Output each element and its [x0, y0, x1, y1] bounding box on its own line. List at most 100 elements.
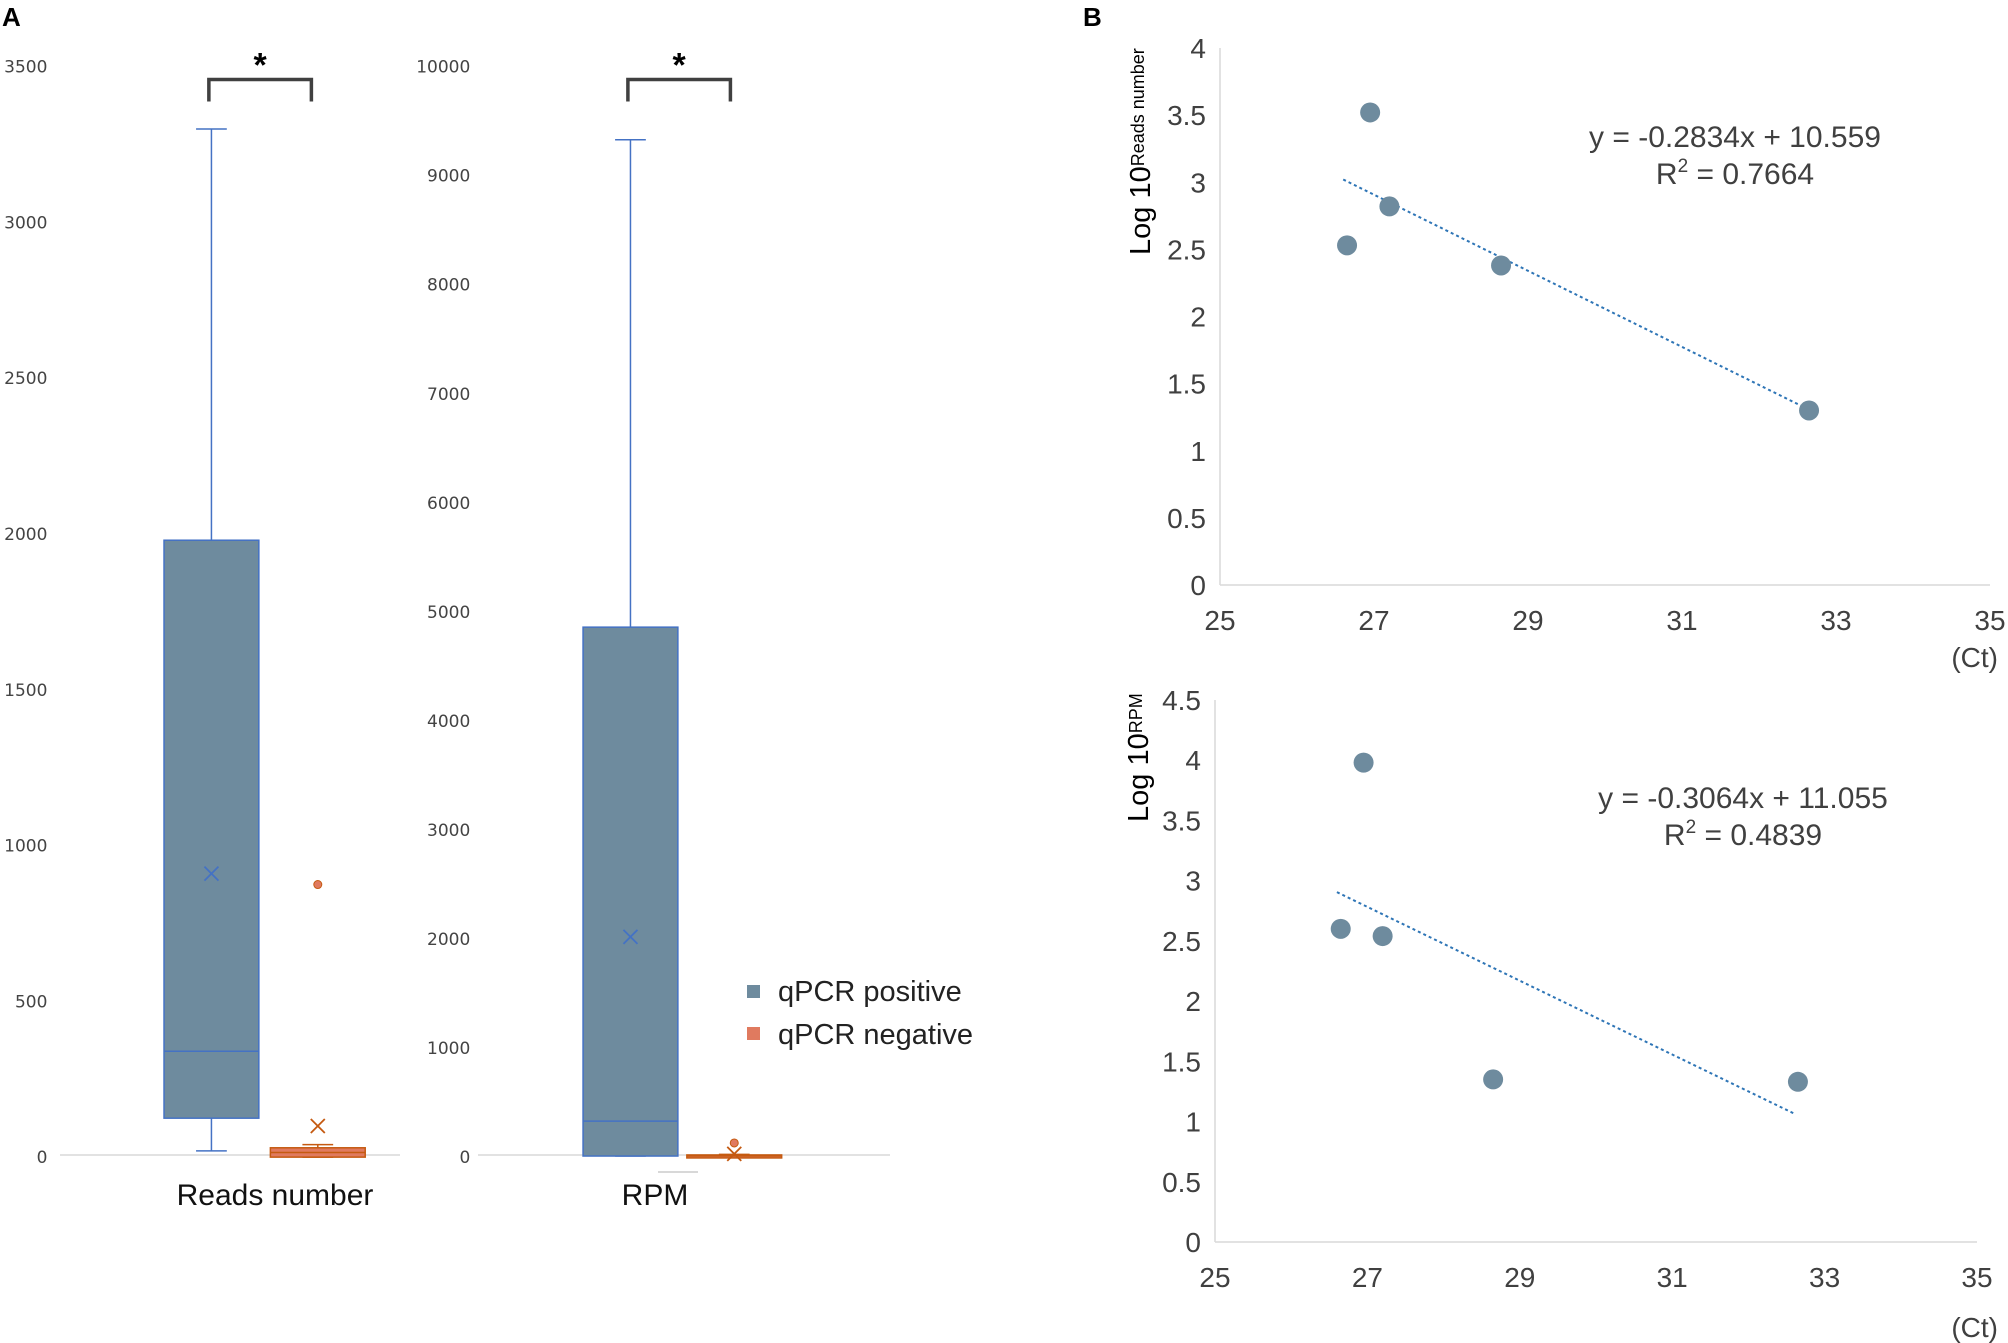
- scatter-reads-trendline: [1342, 178, 1806, 409]
- panel-a-label: A: [2, 2, 21, 32]
- scatter-reads-ytick-5: 2.5: [1167, 234, 1206, 265]
- scatter-rpm-ytick-9: 4.5: [1162, 685, 1201, 716]
- scatter-reads-xtick-0: 25: [1204, 605, 1235, 636]
- boxplot-rpm-positive-mean-marker: [622, 929, 639, 945]
- boxplot-reads-number: 0 500 1000 1500 2000 2500 3000 3500 * Reads num…: [4, 46, 400, 1212]
- scatter-reads-point-4: [1799, 400, 1820, 421]
- boxplot-reads-ytick-3: 1500: [4, 681, 47, 701]
- scatter-reads-r2: R2 = 0.7664: [1656, 156, 1814, 191]
- boxplot-rpm-positive-box: [582, 626, 679, 1157]
- scatter-rpm-ytick-3: 1.5: [1162, 1046, 1201, 1077]
- scatter-reads-point-1: [1360, 102, 1381, 123]
- boxplot-rpm: 0 1000 2000 3000 4000 5000 6000 7000 8000 9000 100…: [416, 46, 890, 1212]
- scatter-reads-point-3: [1491, 255, 1512, 276]
- scatter-rpm-ytick-6: 3: [1185, 866, 1201, 897]
- boxplot-rpm-ytick-5: 5000: [427, 603, 470, 623]
- scatter-reads-ytick-4: 2: [1190, 302, 1206, 333]
- scatter-reads-xtick-5: 35: [1974, 605, 2005, 636]
- boxplot-reads-positive-mean-marker: [203, 865, 220, 882]
- scatter-rpm-r2: R2 = 0.4839: [1664, 817, 1822, 852]
- boxplot-reads-negative-mean-stroke-b: [310, 1118, 326, 1134]
- scatter-rpm-point-2: [1372, 926, 1393, 947]
- scatter-rpm-xtick-3: 31: [1657, 1262, 1688, 1293]
- boxplot-rpm-negative-mean-marker: [726, 1146, 742, 1162]
- scatter-rpm-y-label-main: Log 10: [1123, 733, 1155, 822]
- scatter-reads-ytick-7: 3.5: [1167, 100, 1206, 131]
- scatter-rpm-xtick-4: 33: [1809, 1262, 1840, 1293]
- boxplot-reads-significance-star: *: [254, 46, 268, 84]
- scatter-rpm-point-1: [1353, 752, 1374, 773]
- boxplot-rpm-x-label: RPM: [622, 1179, 689, 1212]
- panel-b-label: B: [1083, 2, 1102, 32]
- boxplot-rpm-ytick-1: 1000: [427, 1039, 470, 1059]
- boxplot-reads-positive-mean-stroke-b: [203, 865, 220, 882]
- scatter-reads-y-label: Log 10Reads number: [1125, 48, 1157, 255]
- scatter-reads-r2-exp: 2: [1678, 156, 1689, 177]
- legend-positive-label: qPCR positive: [778, 976, 962, 1008]
- scatter-rpm-ytick-5: 2.5: [1162, 926, 1201, 957]
- boxplot-reads-x-label: Reads number: [177, 1179, 374, 1212]
- scatter-rpm-ytick-8: 4: [1185, 745, 1201, 776]
- boxplot-reads-ytick-7: 3500: [4, 58, 47, 78]
- boxplot-reads-negative-mean-marker: [310, 1118, 326, 1134]
- scatter-rpm-ytick-0: 0: [1185, 1227, 1201, 1258]
- scatter-reads-r2-value: = 0.7664: [1688, 158, 1814, 191]
- boxplot-reads-ytick-5: 2500: [4, 369, 47, 389]
- scatter-reads-ytick-8: 4: [1190, 33, 1206, 64]
- scatter-reads-ytick-3: 1.5: [1167, 369, 1206, 400]
- scatter-reads-point-0: [1337, 235, 1358, 256]
- scatter-rpm-r2-exp: 2: [1686, 817, 1697, 838]
- legend-positive-swatch: [747, 985, 760, 998]
- boxplot-reads-ytick-4: 2000: [4, 525, 47, 545]
- boxplot-reads-ytick-0: 0: [37, 1148, 48, 1168]
- boxplot-rpm-ytick-10: 10000: [416, 58, 470, 78]
- scatter-rpm-ytick-2: 1: [1185, 1107, 1201, 1138]
- scatter-rpm-xtick-2: 29: [1504, 1262, 1535, 1293]
- scatter-rpm-x-label: (Ct): [1951, 1312, 1998, 1343]
- scatter-reads-xtick-1: 27: [1358, 605, 1389, 636]
- scatter-rpm-xtick-5: 35: [1961, 1262, 1992, 1293]
- boxplot-rpm-positive-mean-stroke-b: [622, 929, 639, 945]
- boxplot-rpm-ytick-3: 3000: [427, 821, 470, 841]
- scatter-reads-y-label-sub: Reads number: [1128, 48, 1148, 166]
- scatter-reads-number: 0 0.5 1 1.5 2 2.5 3 3.5 4 25 27 29 31 33 35 Log 10Read…: [1125, 33, 2006, 673]
- scatter-reads-r2-prefix: R: [1656, 158, 1678, 191]
- boxplot-reads-y-axis: 0 500 1000 1500 2000 2500 3000 3500: [4, 58, 47, 1168]
- boxplot-rpm-ytick-4: 4000: [427, 712, 470, 732]
- scatter-reads-ytick-1: 0.5: [1167, 503, 1206, 534]
- scatter-rpm-y-label: Log 10RPM: [1123, 693, 1155, 822]
- scatter-reads-xtick-3: 31: [1666, 605, 1697, 636]
- scatter-rpm-point-3: [1483, 1069, 1504, 1090]
- boxplot-rpm-negative-mean-stroke-b: [726, 1146, 742, 1162]
- scatter-rpm-ytick-4: 2: [1185, 986, 1201, 1017]
- scatter-reads-equation: y = -0.2834x + 10.559: [1589, 121, 1881, 154]
- scatter-reads-xtick-4: 33: [1820, 605, 1851, 636]
- boxplot-reads-negative-outlier-0: [313, 880, 323, 890]
- scatter-rpm-trendline: [1336, 891, 1795, 1115]
- scatter-reads-ytick-6: 3: [1190, 167, 1206, 198]
- scatter-rpm-equation: y = -0.3064x + 11.055: [1598, 782, 1888, 815]
- scatter-rpm-ytick-7: 3.5: [1162, 805, 1201, 836]
- boxplot-rpm-y-axis: 0 1000 2000 3000 4000 5000 6000 7000 8000 9000 100…: [416, 58, 470, 1168]
- boxplot-rpm-ytick-0: 0: [459, 1148, 470, 1168]
- scatter-rpm-xtick-0: 25: [1199, 1262, 1230, 1293]
- boxplot-reads-ytick-2: 1000: [4, 837, 47, 857]
- scatter-rpm-xtick-1: 27: [1352, 1262, 1383, 1293]
- boxplot-reads-ytick-6: 3000: [4, 213, 47, 233]
- boxplot-reads-ytick-1: 500: [15, 992, 47, 1012]
- boxplot-reads-positive-box: [163, 539, 260, 1119]
- scatter-rpm: 00.511.522.533.544.525 27 29 31 33 35 Log 10R…: [1123, 685, 1998, 1343]
- boxplot-rpm-negative-outlier-0: [729, 1138, 739, 1148]
- scatter-reads-ytick-0: 0: [1190, 570, 1206, 601]
- scatter-rpm-r2-prefix: R: [1664, 819, 1686, 852]
- scatter-reads-x-label: (Ct): [1951, 642, 1998, 673]
- legend-negative-label: qPCR negative: [778, 1019, 973, 1051]
- boxplot-rpm-ytick-8: 8000: [427, 276, 470, 296]
- boxplot-reads-significance-bracket: [207, 77, 314, 102]
- scatter-rpm-r2-value: = 0.4839: [1696, 819, 1822, 852]
- boxplot-rpm-ytick-7: 7000: [427, 385, 470, 405]
- boxplot-rpm-ytick-9: 9000: [427, 167, 470, 187]
- scatter-rpm-y-label-sub: RPM: [1126, 693, 1146, 733]
- scatter-reads-ytick-2: 1: [1190, 436, 1206, 467]
